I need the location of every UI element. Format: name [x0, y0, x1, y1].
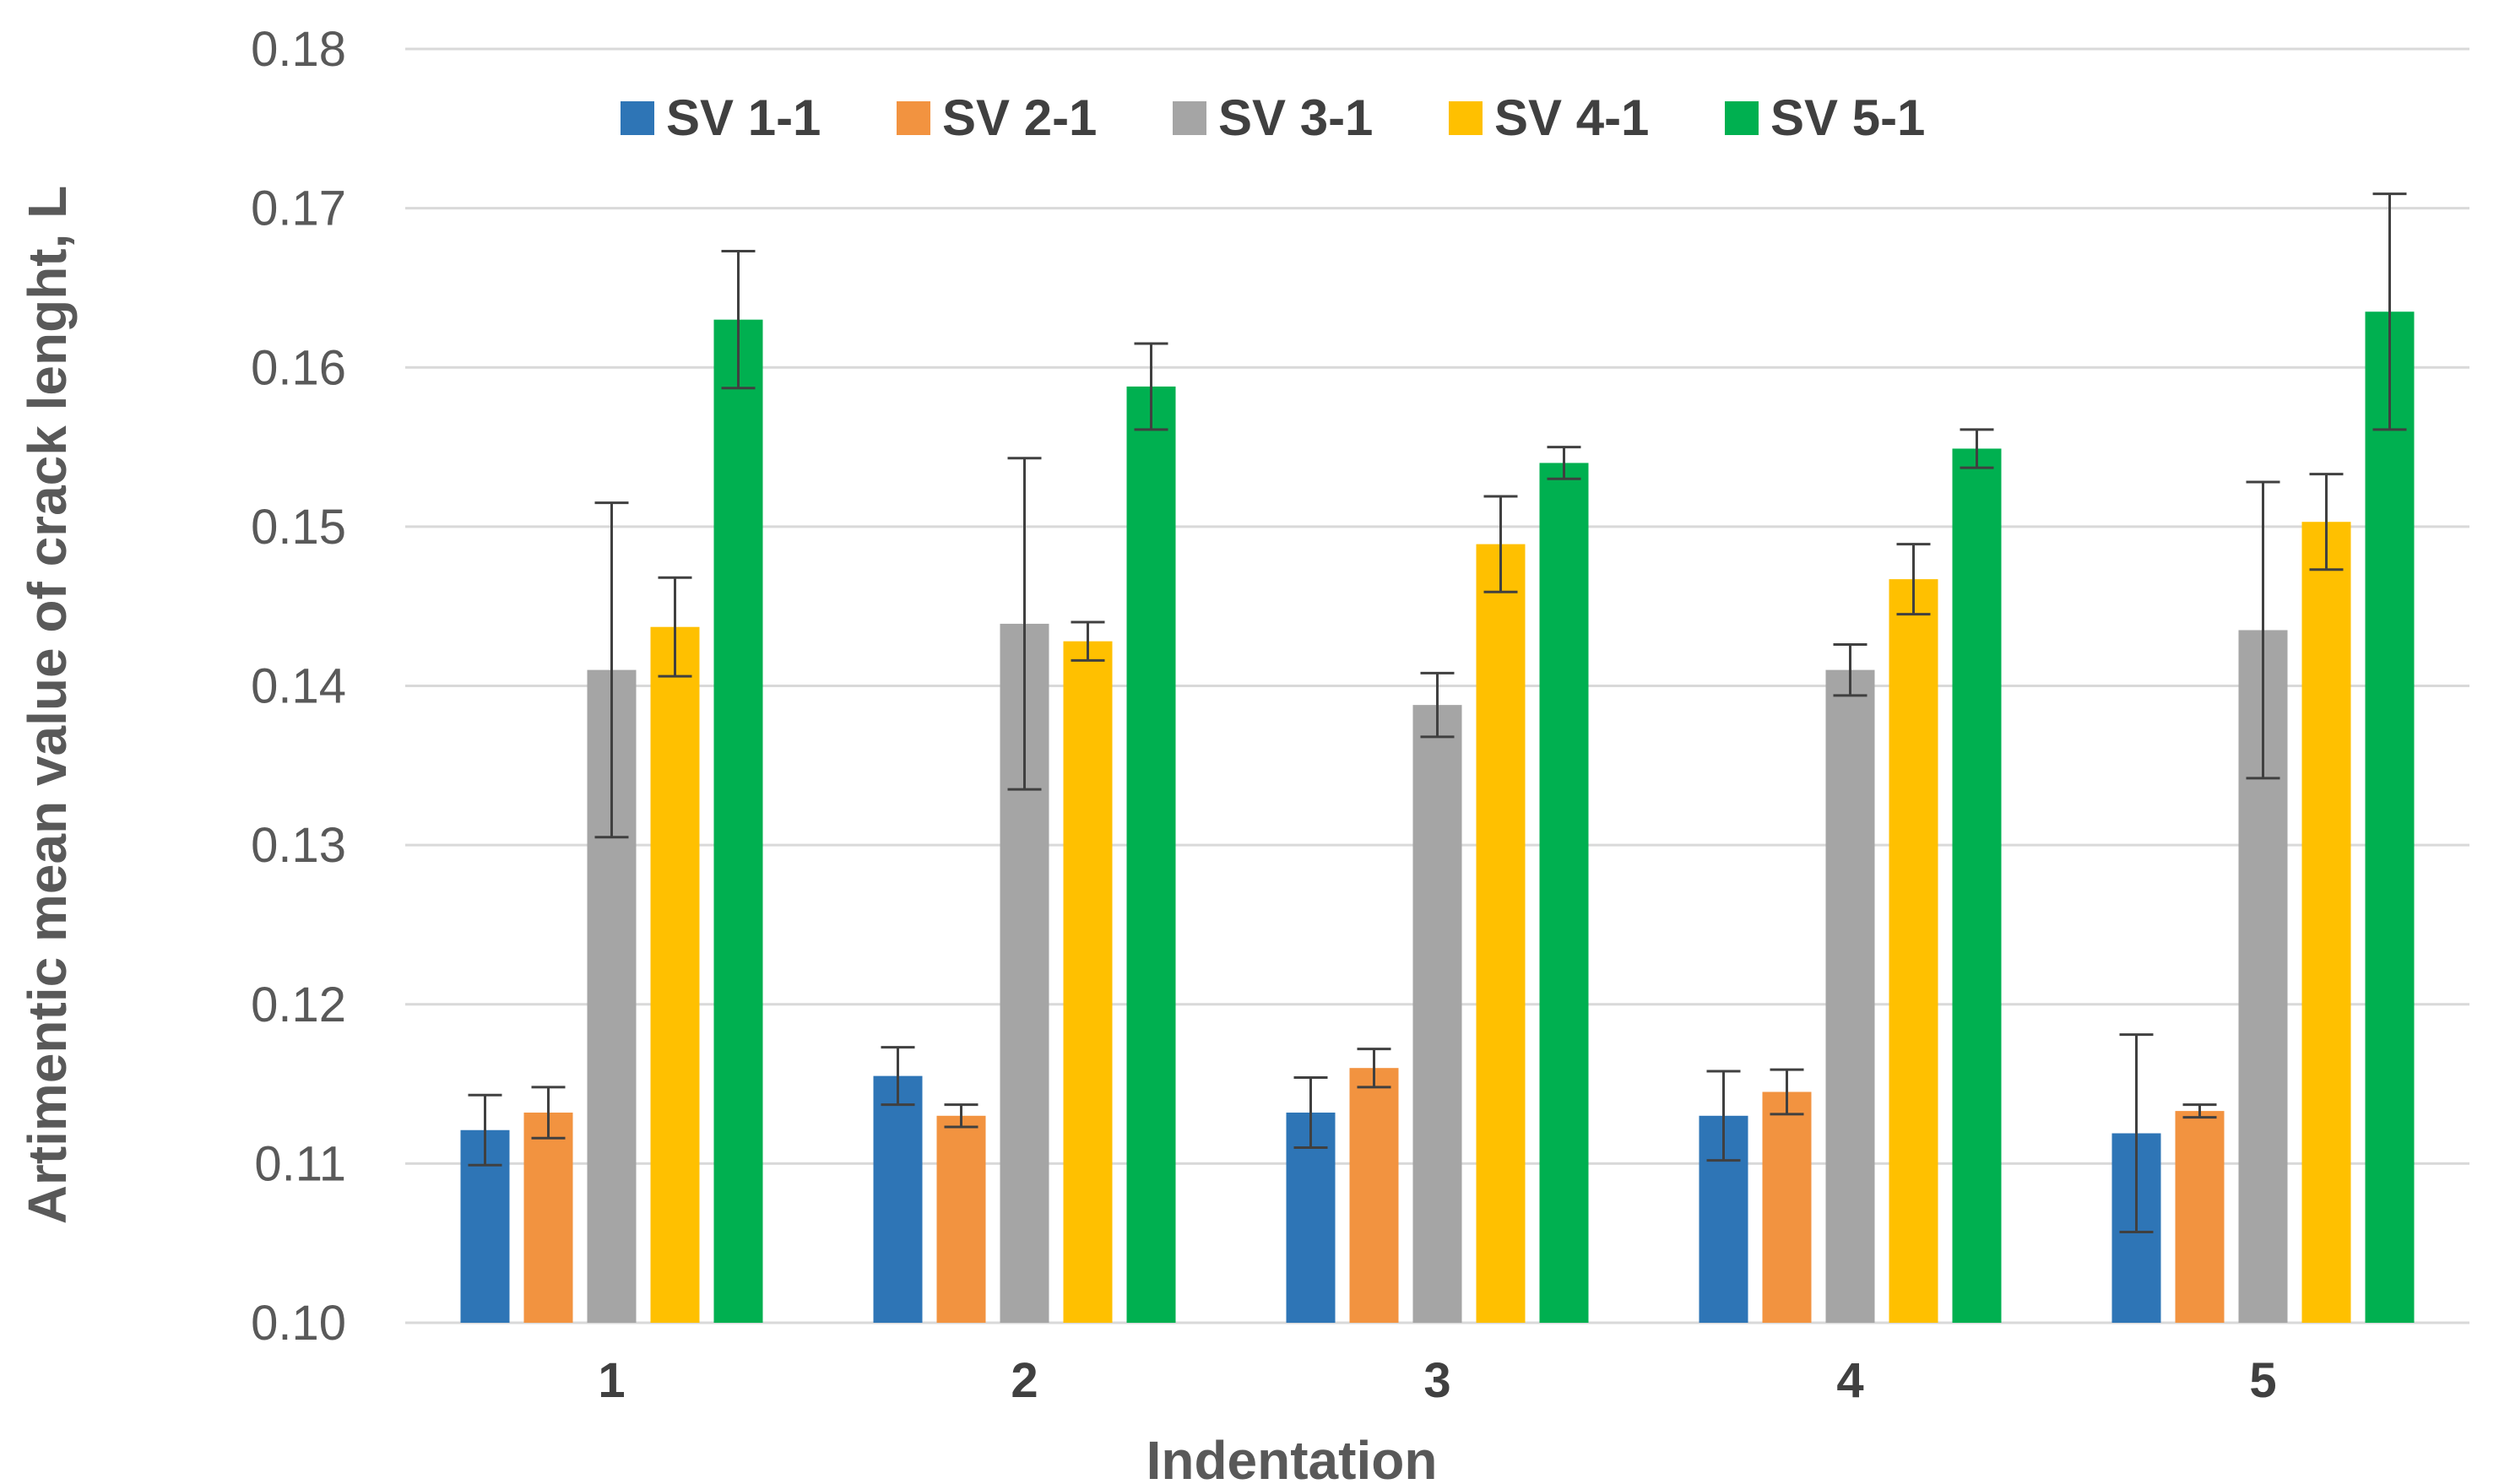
bar	[1825, 669, 1875, 1323]
x-axis-ticks: 1 2 3 4 5	[598, 1353, 2276, 1408]
bar	[1412, 705, 1462, 1323]
bar	[523, 1113, 573, 1323]
x-tick-label: 5	[2249, 1353, 2276, 1408]
bar	[1126, 386, 1176, 1323]
legend-label: SV 4-1	[1494, 89, 1649, 146]
x-axis-title: Indentation	[1147, 1430, 1438, 1484]
bar	[1762, 1091, 1812, 1323]
legend: SV 1-1 SV 2-1 SV 3-1 SV 4-1 SV 5-1	[621, 89, 1925, 146]
bar	[1539, 463, 1589, 1323]
legend-swatch	[1449, 101, 1483, 135]
legend-label: SV 5-1	[1770, 89, 1925, 146]
x-tick-label: 2	[1011, 1353, 1038, 1408]
y-axis-ticks: 0.10 0.11 0.12 0.13 0.14 0.15 0.16 0.17 0.18	[251, 22, 346, 1351]
legend-label: SV 2-1	[942, 89, 1097, 146]
legend-label: SV 1-1	[666, 89, 821, 146]
y-tick-label: 0.10	[251, 1296, 346, 1351]
bar	[2301, 522, 2351, 1323]
x-tick-label: 3	[1423, 1353, 1450, 1408]
bar	[1889, 579, 1938, 1323]
y-tick-label: 0.18	[251, 22, 346, 77]
bar	[1063, 641, 1113, 1323]
y-tick-label: 0.15	[251, 500, 346, 555]
legend-swatch	[897, 101, 930, 135]
x-tick-label: 4	[1836, 1353, 1863, 1408]
x-tick-label: 1	[598, 1353, 625, 1408]
bar	[650, 626, 700, 1323]
y-tick-label: 0.13	[251, 818, 346, 873]
legend-swatch	[621, 101, 654, 135]
bar	[1952, 448, 2002, 1323]
legend-swatch	[1173, 101, 1206, 135]
y-tick-label: 0.11	[254, 1136, 346, 1191]
legend-swatch	[1725, 101, 1759, 135]
bar	[713, 319, 763, 1324]
y-axis-title: Artimentic mean value of crack lenght, L	[17, 186, 78, 1225]
y-tick-label: 0.12	[251, 978, 346, 1032]
bar	[2175, 1111, 2225, 1323]
bar	[936, 1115, 986, 1323]
y-tick-label: 0.16	[251, 340, 346, 395]
bar	[1476, 544, 1526, 1323]
error-bars	[468, 192, 2407, 1233]
y-tick-label: 0.14	[251, 659, 346, 714]
y-tick-label: 0.17	[251, 181, 346, 236]
bar	[1349, 1068, 1399, 1323]
bars	[460, 311, 2415, 1324]
bar	[873, 1075, 923, 1323]
legend-label: SV 3-1	[1218, 89, 1373, 146]
bar	[2365, 311, 2415, 1324]
